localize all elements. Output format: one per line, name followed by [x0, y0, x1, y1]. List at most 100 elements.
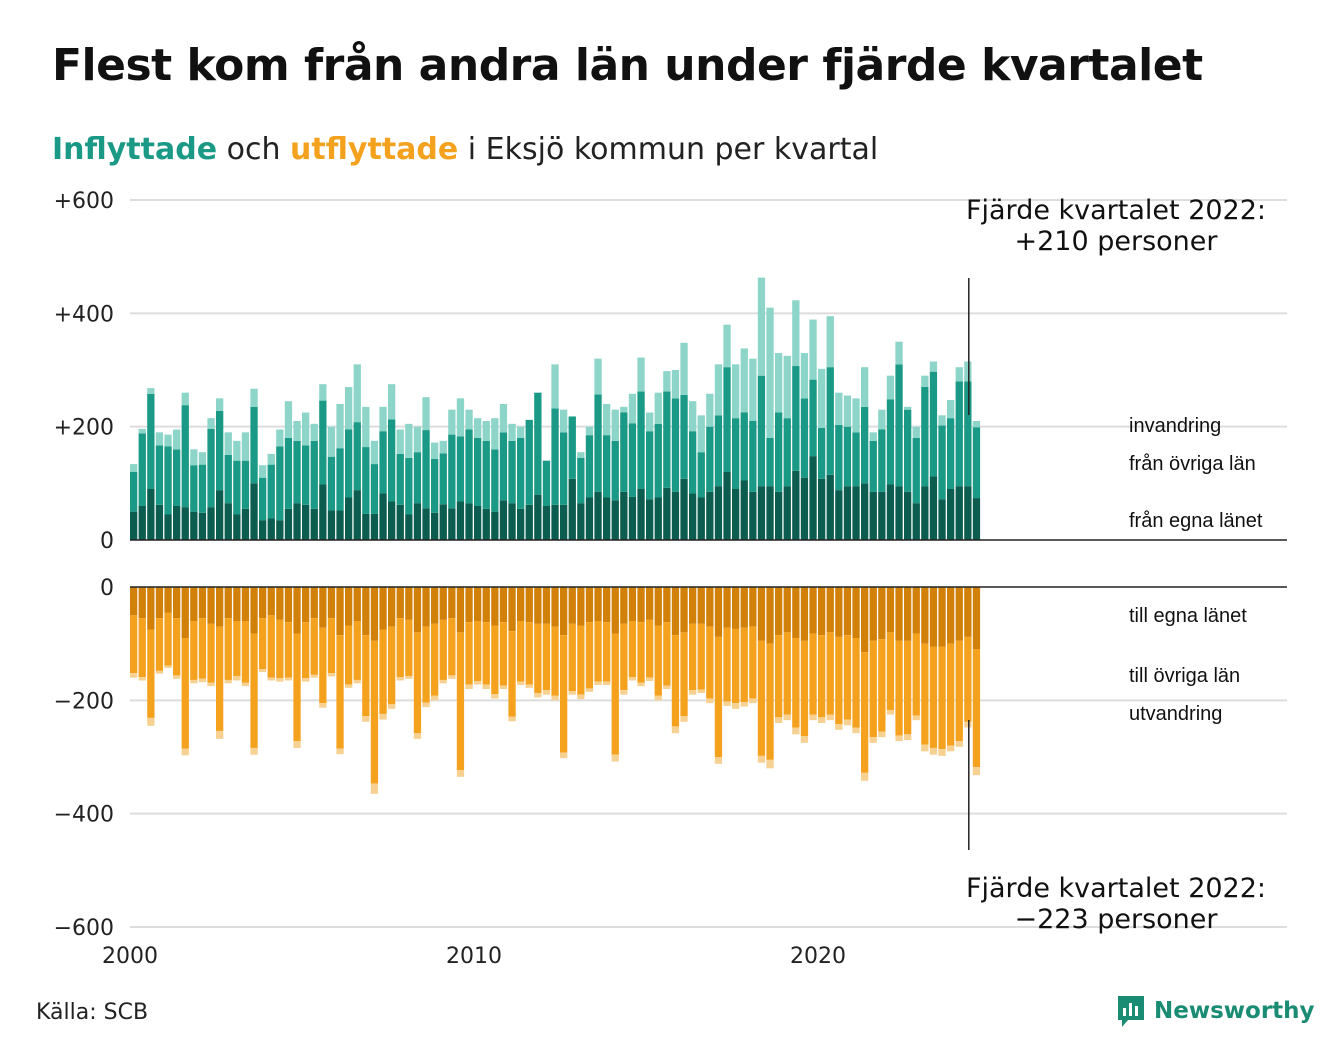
grid-lines	[130, 199, 1287, 928]
bar-inflow-immigration	[560, 409, 568, 433]
bar-inflow-other	[800, 398, 809, 478]
bar-inflow-other	[611, 440, 619, 501]
bar-outflow-emigration	[886, 709, 895, 715]
bar-outflow-emigration	[439, 679, 447, 684]
bar-outflow-emigration	[456, 770, 465, 777]
bar-outflow-emigration	[302, 678, 310, 682]
bar-inflow-own	[577, 503, 585, 540]
bar-outflow-emigration	[517, 681, 525, 686]
bar-inflow-immigration	[646, 412, 654, 432]
bar-outflow-emigration	[508, 716, 516, 722]
bar-outflow-own	[654, 587, 662, 626]
bar-inflow-immigration	[190, 449, 198, 466]
bar-inflow-other	[783, 418, 791, 487]
bar-outflow-other	[689, 623, 697, 691]
bar-inflow-own	[723, 472, 731, 540]
bar-inflow-immigration	[878, 409, 886, 430]
bar-inflow-own	[766, 486, 774, 540]
y-tick-label: 0	[100, 529, 114, 554]
bar-inflow-immigration	[955, 367, 963, 382]
bar-outflow-other	[267, 615, 275, 678]
bar-outflow-own	[276, 587, 284, 620]
bar-inflow-immigration	[259, 465, 267, 478]
bar-outflow-own	[904, 587, 912, 641]
bar-outflow-other	[370, 640, 379, 784]
bar-outflow-other	[620, 623, 628, 691]
bar-inflow-other	[697, 452, 705, 498]
bar-outflow-other	[749, 626, 757, 699]
bar-inflow-other	[327, 456, 336, 511]
bar-inflow-own	[714, 486, 723, 540]
bar-outflow-emigration	[207, 682, 215, 687]
bar-outflow-emigration	[130, 673, 138, 678]
bar-outflow-own	[835, 587, 843, 637]
bar-outflow-emigration	[345, 684, 353, 688]
bar-outflow-emigration	[422, 702, 430, 708]
bar-outflow-other	[379, 629, 387, 714]
bar-outflow-other	[164, 612, 172, 666]
bar-outflow-own	[878, 587, 886, 640]
newsworthy-logo-icon	[1118, 996, 1144, 1027]
bar-outflow-emigration	[542, 690, 551, 695]
bar-outflow-other	[757, 640, 766, 756]
bar-inflow-own	[620, 491, 628, 540]
bar-inflow-own	[611, 500, 619, 540]
bar-outflow-emigration	[680, 716, 688, 722]
bar-inflow-immigration	[388, 384, 396, 420]
bar-inflow-immigration	[284, 401, 293, 438]
bar-inflow-immigration	[628, 393, 637, 424]
bar-outflow-own	[302, 587, 310, 623]
bar-inflow-other	[646, 431, 654, 500]
bar-outflow-other	[474, 621, 482, 682]
bar-inflow-own	[267, 518, 275, 540]
bar-outflow-other	[792, 638, 800, 728]
bar-inflow-immigration	[697, 415, 705, 453]
bar-outflow-own	[155, 587, 164, 619]
bar-outflow-other	[551, 626, 559, 696]
bar-outflow-other	[517, 621, 525, 682]
bar-inflow-immigration	[663, 371, 671, 392]
bar-outflow-emigration	[233, 675, 241, 681]
bar-outflow-own	[938, 587, 946, 647]
bar-outflow-emigration	[259, 669, 267, 672]
bar-outflow-other	[396, 618, 404, 678]
bar-outflow-other	[465, 622, 473, 685]
bar-outflow-own	[525, 587, 533, 623]
bar-inflow-other	[207, 428, 215, 508]
bar-inflow-immigration	[405, 423, 413, 458]
bar-outflow-other	[783, 632, 791, 715]
bar-outflow-own	[895, 587, 903, 641]
bar-outflow-other	[224, 618, 232, 680]
bar-inflow-other	[732, 418, 740, 489]
bar-inflow-own	[482, 508, 490, 540]
bar-outflow-emigration	[775, 717, 783, 723]
bar-outflow-other	[241, 621, 250, 683]
bar-inflow-immigration	[904, 406, 912, 410]
bar-outflow-own	[783, 587, 791, 633]
bar-inflow-other	[147, 393, 155, 489]
bar-inflow-other	[835, 424, 843, 491]
bar-outflow-emigration	[284, 677, 293, 681]
bar-inflow-own	[835, 490, 843, 540]
bar-outflow-own	[861, 587, 869, 653]
bar-outflow-other	[259, 618, 267, 670]
y-tick-label: −400	[54, 803, 114, 828]
bar-outflow-other	[250, 633, 258, 748]
bar-outflow-other	[852, 638, 860, 728]
bar-inflow-immigration	[370, 440, 379, 465]
bar-inflow-immigration	[508, 423, 516, 441]
bar-inflow-immigration	[929, 361, 938, 372]
bar-outflow-emigration	[594, 681, 602, 686]
bar-inflow-own	[259, 520, 267, 540]
bar-outflow-other	[663, 622, 671, 686]
bar-inflow-other	[895, 364, 903, 487]
bar-outflow-emigration	[878, 731, 886, 738]
bar-outflow-other	[577, 625, 585, 695]
bar-inflow-immigration	[431, 442, 439, 459]
bar-outflow-other	[276, 619, 284, 679]
bar-outflow-other	[972, 649, 981, 768]
bar-outflow-other	[843, 635, 852, 720]
bar-inflow-own	[431, 512, 439, 540]
subtitle-utflyttade: utflyttade	[290, 132, 459, 167]
bar-inflow-own	[216, 490, 224, 540]
